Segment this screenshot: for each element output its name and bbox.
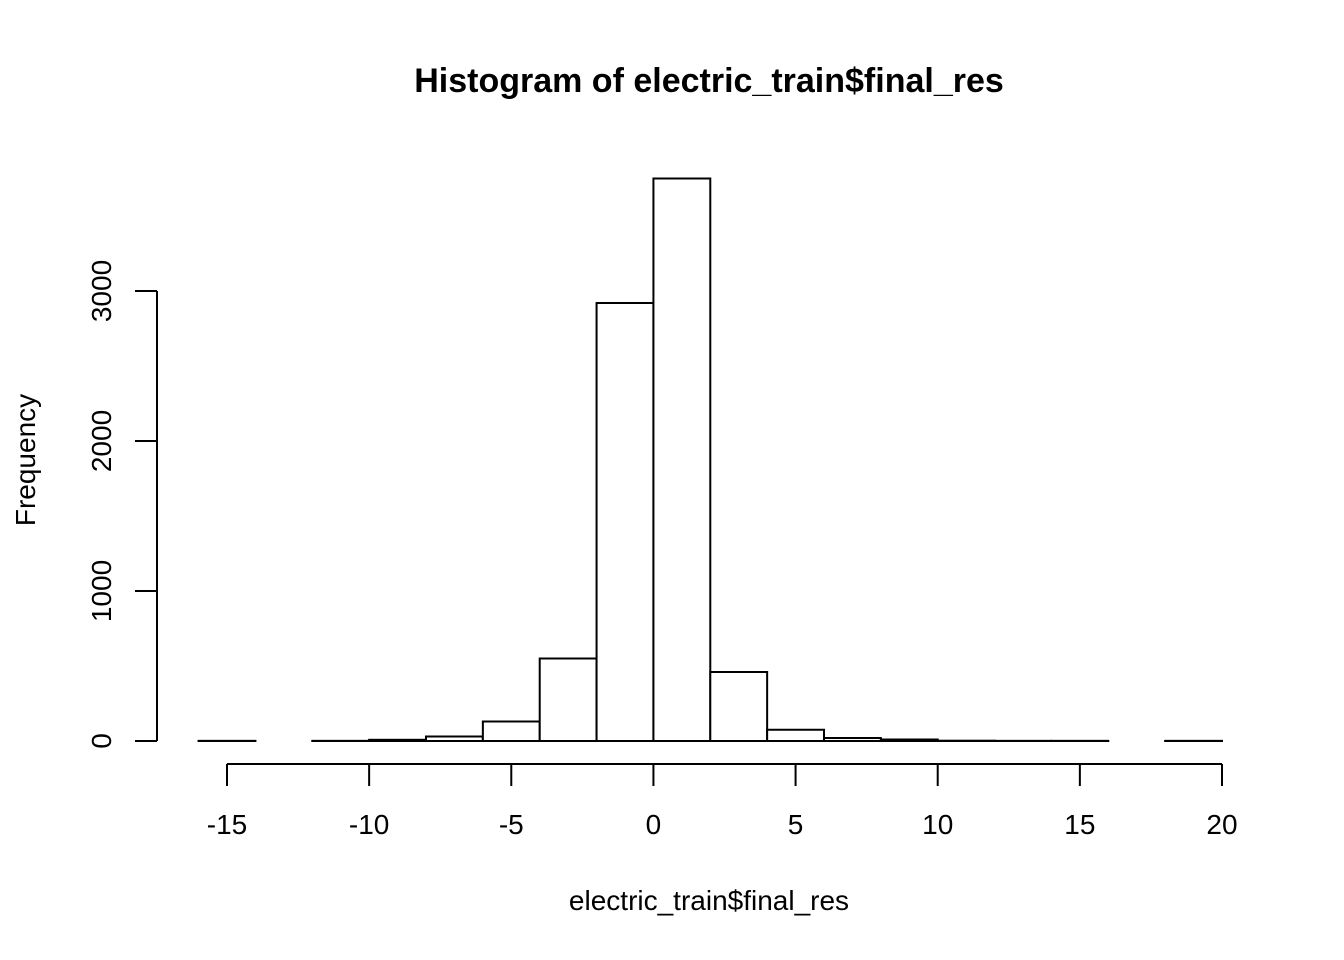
- x-tick-label-4: 5: [788, 809, 804, 840]
- x-tick-label-7: 20: [1206, 809, 1237, 840]
- histogram-bar-9: [709, 671, 769, 742]
- x-axis: -15 -10 -5 0 5 10 15 20: [207, 763, 1238, 840]
- x-tick-label-0: -15: [207, 809, 247, 840]
- histogram-bar-5: [481, 720, 541, 742]
- x-axis-label: electric_train$final_res: [569, 885, 849, 916]
- bars-group: [197, 177, 1223, 743]
- chart-title: Histogram of electric_train$final_res: [414, 62, 1004, 100]
- histogram-bar-10: [766, 728, 826, 742]
- y-tick-label-2: 2000: [86, 410, 117, 472]
- histogram-bar-7: [595, 302, 655, 742]
- histogram-bar-3: [368, 738, 427, 742]
- x-tick-label-6: 15: [1064, 809, 1095, 840]
- y-tick-label-3: 3000: [86, 260, 117, 322]
- histogram-bar-8: [652, 177, 712, 742]
- histogram-bar-12: [879, 738, 939, 742]
- y-axis: 0 1000 2000 3000: [86, 260, 158, 749]
- x-tick-label-1: -10: [349, 809, 389, 840]
- x-tick-label-3: 0: [646, 809, 662, 840]
- histogram-bar-4: [425, 735, 484, 742]
- histogram-bar-6: [538, 657, 598, 742]
- y-tick-label-1: 1000: [86, 560, 117, 622]
- x-tick-label-2: -5: [499, 809, 524, 840]
- histogram-bar-11: [823, 737, 882, 742]
- y-tick-label-0: 0: [86, 733, 117, 749]
- x-tick-label-5: 10: [922, 809, 953, 840]
- y-axis-label: Frequency: [10, 394, 41, 526]
